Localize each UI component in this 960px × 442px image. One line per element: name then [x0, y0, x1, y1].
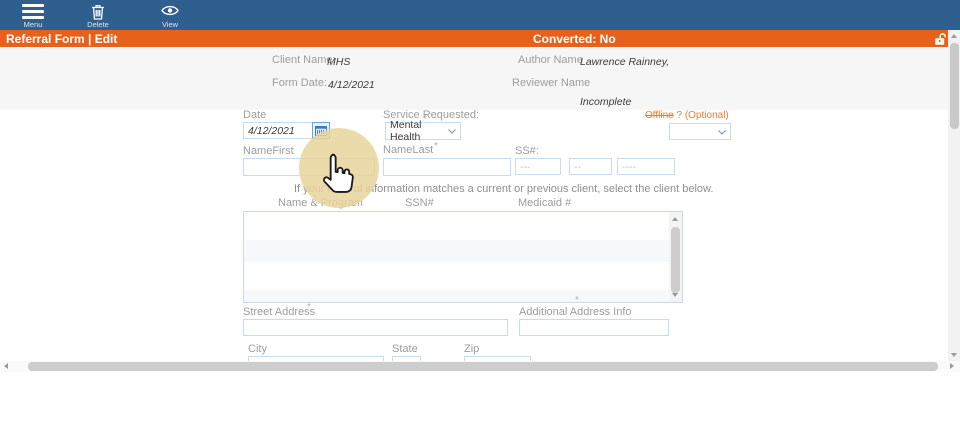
- ssn-label: SS#:: [515, 145, 539, 157]
- service-required-asterisk: *: [423, 114, 427, 125]
- status-incomplete: Incomplete: [580, 96, 632, 108]
- horizontal-scroll-thumb[interactable]: [28, 362, 938, 371]
- top-toolbar: Menu Delete View: [0, 0, 960, 30]
- city-label: City: [248, 343, 267, 355]
- form-title-bar: Referral Form | Edit Converted: No: [0, 30, 948, 47]
- listbox-required-asterisk: *: [575, 295, 579, 306]
- listbox-scroll-thumb[interactable]: [671, 227, 680, 293]
- view-button[interactable]: View: [140, 2, 200, 29]
- menu-button[interactable]: Menu: [3, 2, 63, 29]
- service-requested-label: Service Requested:: [383, 109, 479, 121]
- ssn-part2-input[interactable]: [569, 158, 612, 175]
- vertical-scrollbar[interactable]: [948, 30, 960, 361]
- trash-icon: [68, 4, 128, 20]
- menu-label: Menu: [23, 20, 43, 29]
- offline-dropdown[interactable]: [669, 123, 731, 140]
- delete-button[interactable]: Delete: [68, 2, 128, 29]
- match-instruction: If your referral information matches a c…: [294, 183, 714, 195]
- col-header-medicaid: Medicaid #: [518, 197, 572, 209]
- ssn-part1-input[interactable]: [515, 158, 561, 175]
- client-name-label: Client Name:: [272, 54, 336, 66]
- street-address-label: Street Address: [243, 306, 316, 318]
- name-last-input[interactable]: [383, 158, 511, 176]
- scroll-up-icon[interactable]: [950, 34, 957, 38]
- delete-label: Delete: [87, 20, 109, 29]
- scroll-down-icon[interactable]: [950, 353, 957, 357]
- state-label: State: [392, 343, 418, 355]
- author-name-value: Lawrence Rainney,: [580, 56, 670, 68]
- form-header-band: [0, 47, 948, 110]
- name-first-input[interactable]: [243, 158, 375, 176]
- vertical-scroll-thumb[interactable]: [949, 43, 959, 129]
- view-label: View: [161, 20, 179, 29]
- author-name-label: Author Name: [518, 54, 583, 66]
- client-name-value: MHS: [327, 56, 351, 68]
- calendar-icon[interactable]: [312, 122, 330, 139]
- horizontal-scrollbar[interactable]: [0, 361, 960, 372]
- listbox-scrollbar[interactable]: [669, 212, 682, 302]
- additional-address-label: Additional Address Info: [519, 306, 632, 318]
- street-required-asterisk: *: [307, 302, 311, 313]
- additional-address-input[interactable]: [519, 319, 669, 336]
- eye-icon: [140, 4, 200, 20]
- service-requested-value: Mental Health: [390, 119, 422, 143]
- client-match-listbox[interactable]: [243, 211, 683, 303]
- date-input[interactable]: [243, 122, 312, 139]
- name-last-label: NameLast: [383, 144, 434, 156]
- col-header-name-program: Name & Program: [278, 197, 363, 209]
- ssn-part3-input[interactable]: [617, 158, 675, 175]
- service-requested-dropdown[interactable]: Mental Health: [385, 119, 461, 143]
- scroll-right-icon[interactable]: [950, 363, 954, 369]
- name-last-required-asterisk: *: [434, 141, 438, 152]
- col-header-ssn: SSN#: [405, 197, 434, 209]
- date-label: Date: [243, 109, 267, 121]
- menu-icon: [3, 4, 63, 20]
- street-address-input[interactable]: [243, 319, 508, 336]
- unlock-icon[interactable]: [933, 32, 947, 46]
- form-date-value: 4/12/2021: [328, 79, 375, 91]
- page-title: Referral Form | Edit: [6, 32, 118, 46]
- chevron-down-icon: [448, 125, 456, 137]
- offline-optional-label: Offline ? (Optional): [645, 110, 729, 121]
- chevron-down-icon: [718, 126, 726, 138]
- name-first-label: NameFirst: [243, 145, 294, 157]
- converted-status: Converted: No: [533, 32, 616, 46]
- zip-label: Zip: [464, 343, 480, 355]
- scroll-left-icon[interactable]: [4, 363, 8, 369]
- reviewer-name-label: Reviewer Name: [512, 77, 591, 89]
- scroll-up-icon[interactable]: [672, 217, 678, 221]
- scroll-down-icon[interactable]: [672, 293, 678, 297]
- form-date-label: Form Date:: [272, 77, 328, 89]
- date-field: [243, 122, 330, 139]
